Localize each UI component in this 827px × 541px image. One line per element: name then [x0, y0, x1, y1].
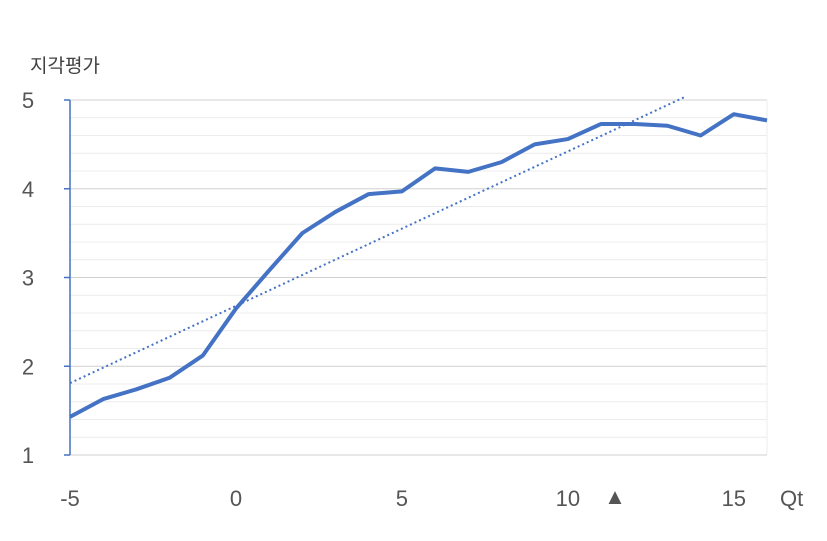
x-tick-label: 5 — [396, 486, 408, 511]
x-tick-label: 15 — [722, 486, 746, 511]
x-tick-labels: -5 0 5 10 15 — [60, 486, 746, 511]
data-point — [367, 192, 371, 196]
data-point — [599, 122, 603, 126]
data-point — [134, 387, 138, 391]
data-point — [765, 118, 769, 122]
x-axis-marker-triangle: ▲ — [604, 484, 626, 509]
data-point — [499, 160, 503, 164]
data-point — [566, 137, 570, 141]
y-tick-labels: 1 2 3 4 5 — [22, 88, 34, 468]
data-point — [334, 210, 338, 214]
data-point — [300, 231, 304, 235]
y-tick-label: 5 — [22, 88, 34, 113]
data-point — [466, 170, 470, 174]
data-point — [400, 189, 404, 193]
x-tick-label: 0 — [230, 486, 242, 511]
trendline — [69, 96, 685, 385]
data-point — [168, 376, 172, 380]
data-point — [732, 112, 736, 116]
data-point — [234, 307, 238, 311]
data-point — [433, 166, 437, 170]
series-line — [69, 112, 768, 419]
y-tick-label: 3 — [22, 266, 34, 291]
y-tick-label: 1 — [22, 443, 34, 468]
y-axis-label: 지각평가 — [30, 55, 100, 77]
gridlines — [64, 99, 768, 456]
y-tick-label: 2 — [22, 354, 34, 379]
x-tick-label: 10 — [556, 486, 580, 511]
data-point — [665, 124, 669, 128]
data-point — [533, 142, 537, 146]
y-tick-label: 4 — [22, 177, 34, 202]
data-point — [201, 354, 205, 358]
data-point — [699, 134, 703, 138]
x-tick-label: -5 — [60, 486, 80, 511]
data-point — [267, 268, 271, 272]
data-point — [68, 415, 72, 419]
data-points — [68, 112, 769, 419]
x-axis-unit-label: Qt — [780, 486, 803, 511]
data-point — [101, 397, 105, 401]
data-point — [632, 122, 636, 126]
